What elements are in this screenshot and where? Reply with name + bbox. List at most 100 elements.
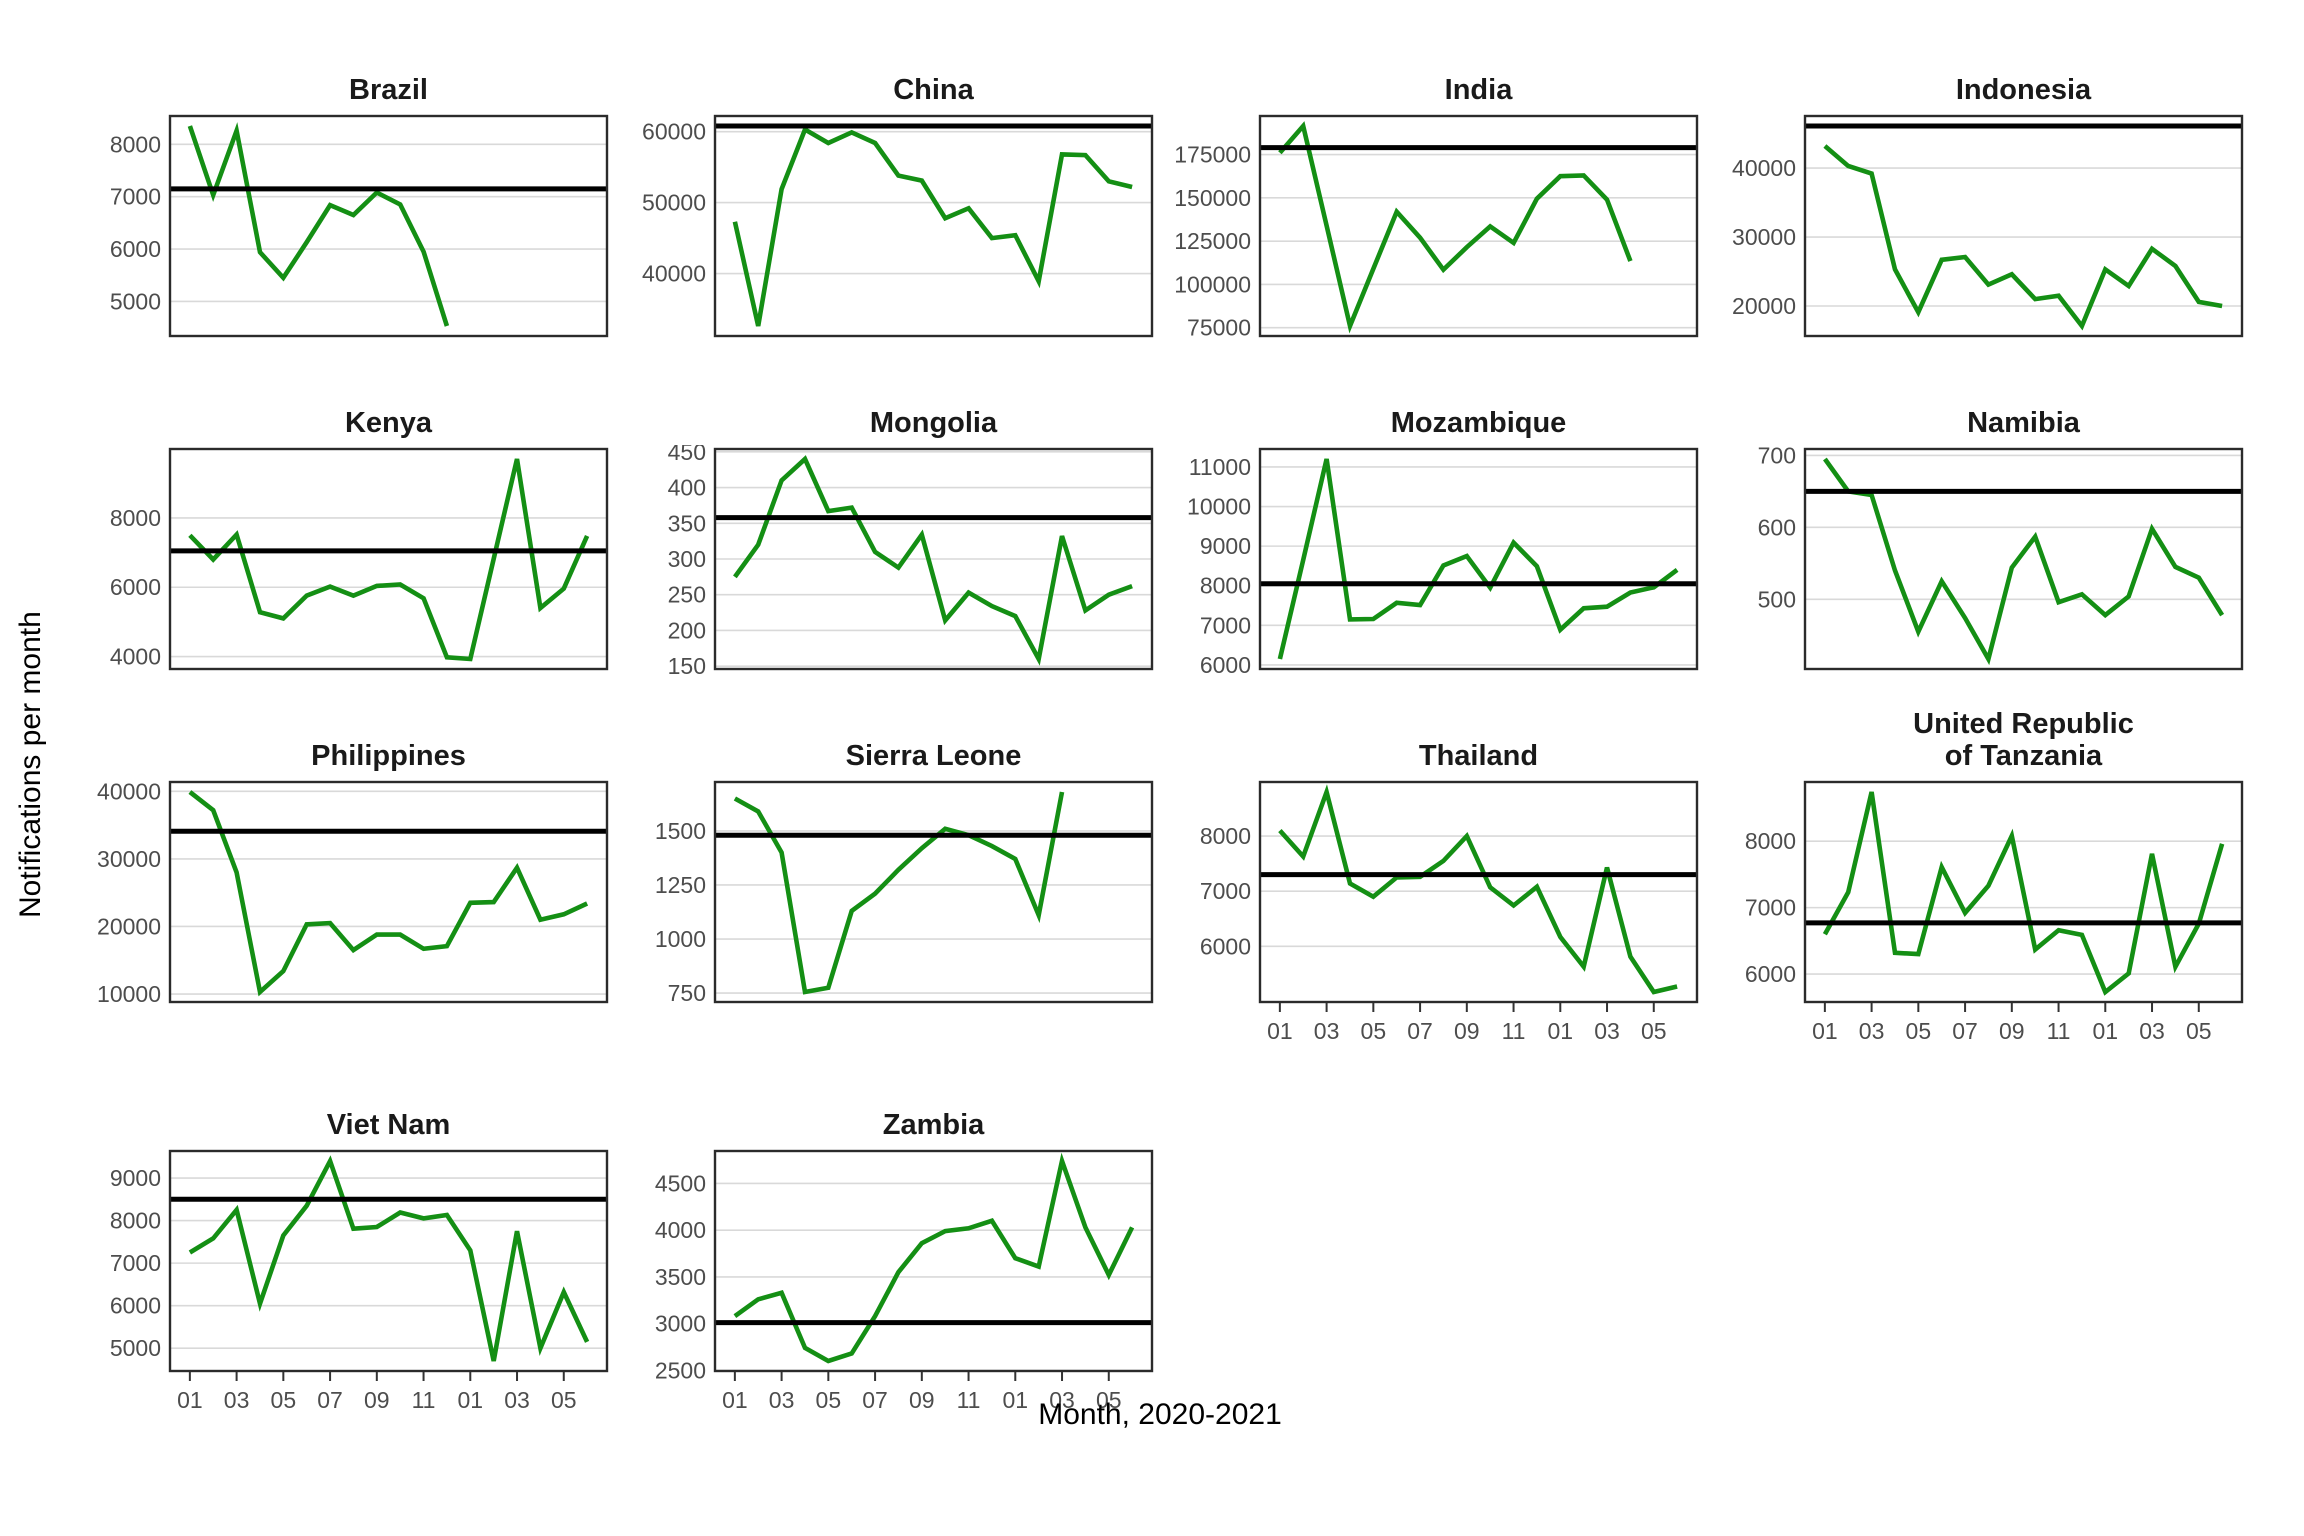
svg-text:11: 11 bbox=[957, 1387, 981, 1413]
svg-text:400: 400 bbox=[668, 475, 706, 501]
facet-grid: Brazil 8000 7000 6000 5000 China 60000 50000… bbox=[70, 50, 2250, 1418]
svg-text:4500: 4500 bbox=[655, 1170, 706, 1196]
svg-text:5000: 5000 bbox=[110, 288, 161, 314]
svg-text:01: 01 bbox=[722, 1387, 748, 1413]
panel-viet-nam: Viet Nam 9000 8000 7000 6000 5000 01 03 05 07 09 1… bbox=[70, 1085, 615, 1418]
svg-text:8000: 8000 bbox=[1200, 823, 1251, 849]
svg-text:700: 700 bbox=[1758, 445, 1796, 468]
line-chart-kenya: 8000 6000 4000 bbox=[110, 447, 609, 671]
panel-title: Mongolia bbox=[869, 406, 998, 439]
svg-text:7000: 7000 bbox=[1200, 612, 1251, 638]
panel-brazil: Brazil 8000 7000 6000 5000 bbox=[70, 50, 615, 347]
svg-text:7000: 7000 bbox=[1200, 878, 1251, 904]
panel-title: Zambia bbox=[882, 1108, 985, 1141]
svg-text:01: 01 bbox=[1267, 1018, 1293, 1044]
panel-china: China 60000 50000 40000 bbox=[615, 50, 1160, 347]
panel-title: Brazil bbox=[349, 73, 428, 106]
svg-text:09: 09 bbox=[909, 1387, 935, 1413]
svg-text:6000: 6000 bbox=[110, 574, 161, 600]
svg-text:30000: 30000 bbox=[97, 846, 161, 872]
svg-text:07: 07 bbox=[317, 1387, 343, 1413]
svg-text:6000: 6000 bbox=[1200, 652, 1251, 675]
svg-text:300: 300 bbox=[668, 546, 706, 572]
svg-text:350: 350 bbox=[668, 510, 706, 536]
svg-text:2500: 2500 bbox=[655, 1357, 706, 1383]
svg-text:6000: 6000 bbox=[110, 1293, 161, 1319]
svg-text:05: 05 bbox=[1641, 1018, 1667, 1044]
panel-namibia: Namibia 700 600 500 bbox=[1705, 383, 2250, 680]
svg-text:600: 600 bbox=[1758, 514, 1796, 540]
svg-text:05: 05 bbox=[816, 1387, 842, 1413]
line-chart-sierra-leone: 1500 1250 1000 750 bbox=[655, 780, 1154, 1006]
panel-title: Indonesia bbox=[1955, 73, 2092, 106]
line-chart-thailand: 8000 7000 6000 01 03 05 07 09 11 01 03 05 bbox=[1200, 780, 1699, 1044]
svg-text:8000: 8000 bbox=[110, 1208, 161, 1234]
line-chart-mongolia: 450 400 350 300 250 200 150 bbox=[668, 439, 1154, 679]
svg-text:20000: 20000 bbox=[97, 913, 161, 939]
svg-text:01: 01 bbox=[457, 1387, 483, 1413]
svg-text:09: 09 bbox=[1999, 1018, 2025, 1044]
svg-text:01: 01 bbox=[2092, 1018, 2118, 1044]
svg-text:8000: 8000 bbox=[110, 131, 161, 157]
svg-text:05: 05 bbox=[271, 1387, 297, 1413]
line-chart-viet-nam: 9000 8000 7000 6000 5000 01 03 05 07 09 11 01 03 05 bbox=[110, 1149, 609, 1413]
svg-text:3000: 3000 bbox=[655, 1311, 706, 1337]
svg-text:60000: 60000 bbox=[642, 119, 706, 145]
line-chart-indonesia: 40000 30000 20000 bbox=[1732, 114, 2244, 338]
svg-text:03: 03 bbox=[1049, 1387, 1075, 1413]
svg-text:07: 07 bbox=[1952, 1018, 1978, 1044]
svg-text:05: 05 bbox=[1096, 1387, 1122, 1413]
svg-text:03: 03 bbox=[504, 1387, 530, 1413]
svg-text:11: 11 bbox=[2047, 1018, 2071, 1044]
svg-text:01: 01 bbox=[177, 1387, 203, 1413]
svg-text:6000: 6000 bbox=[1745, 961, 1796, 987]
svg-text:8000: 8000 bbox=[1745, 828, 1796, 854]
svg-text:7000: 7000 bbox=[110, 184, 161, 210]
line-chart-mozambique: 11000 10000 9000 8000 7000 6000 bbox=[1187, 447, 1699, 678]
panel-title: Mozambique bbox=[1390, 406, 1567, 439]
svg-text:10000: 10000 bbox=[1187, 494, 1251, 520]
svg-text:125000: 125000 bbox=[1174, 228, 1251, 254]
line-chart-namibia: 700 600 500 bbox=[1758, 442, 2244, 671]
panel-mongolia: Mongolia 450 400 350 300 250 200 150 bbox=[615, 383, 1160, 680]
svg-text:50000: 50000 bbox=[642, 190, 706, 216]
panel-sierra-leone: Sierra Leone 1500 1250 1000 750 bbox=[615, 716, 1160, 1049]
svg-text:3500: 3500 bbox=[655, 1264, 706, 1290]
line-chart-india: 175000 150000 125000 100000 75000 bbox=[1174, 114, 1699, 341]
panel-indonesia: Indonesia 40000 30000 20000 bbox=[1705, 50, 2250, 347]
svg-text:5000: 5000 bbox=[110, 1335, 161, 1361]
svg-text:11: 11 bbox=[1502, 1018, 1526, 1044]
svg-text:450: 450 bbox=[668, 445, 706, 465]
panel-tanzania: United Republic of Tanzania 8000 7000 6000… bbox=[1705, 709, 2250, 1049]
svg-text:10000: 10000 bbox=[97, 981, 161, 1007]
panel-title: India bbox=[1444, 73, 1513, 106]
svg-text:7000: 7000 bbox=[1745, 895, 1796, 921]
svg-text:05: 05 bbox=[1361, 1018, 1387, 1044]
svg-text:75000: 75000 bbox=[1187, 315, 1251, 341]
svg-text:9000: 9000 bbox=[110, 1165, 161, 1191]
svg-text:05: 05 bbox=[551, 1387, 577, 1413]
svg-text:11000: 11000 bbox=[1189, 454, 1251, 480]
panel-mozambique: Mozambique 11000 10000 9000 8000 7000 6000 bbox=[1160, 383, 1705, 680]
svg-text:03: 03 bbox=[224, 1387, 250, 1413]
panel-title: Viet Nam bbox=[326, 1108, 451, 1141]
panel-india: India 175000 150000 125000 100000 75000 bbox=[1160, 50, 1705, 347]
svg-text:7000: 7000 bbox=[110, 1250, 161, 1276]
svg-text:03: 03 bbox=[2139, 1018, 2165, 1044]
svg-text:8000: 8000 bbox=[1200, 573, 1251, 599]
x-axis-label: Month, 2020-2021 bbox=[1038, 1398, 1282, 1431]
panel-title: Sierra Leone bbox=[845, 739, 1022, 772]
svg-text:03: 03 bbox=[769, 1387, 795, 1413]
svg-text:4000: 4000 bbox=[655, 1217, 706, 1243]
svg-text:20000: 20000 bbox=[1732, 293, 1796, 319]
panel-title: Philippines bbox=[311, 739, 466, 772]
svg-text:4000: 4000 bbox=[110, 644, 161, 670]
svg-text:250: 250 bbox=[668, 582, 706, 608]
svg-text:1500: 1500 bbox=[655, 818, 706, 844]
panel-title: China bbox=[893, 73, 974, 106]
svg-text:6000: 6000 bbox=[1200, 933, 1251, 959]
line-chart-zambia: 4500 4000 3500 3000 2500 01 03 05 07 09 11 01 03 05 bbox=[655, 1149, 1154, 1413]
panel-kenya: Kenya 8000 6000 4000 bbox=[70, 383, 615, 680]
svg-text:40000: 40000 bbox=[1732, 155, 1796, 181]
